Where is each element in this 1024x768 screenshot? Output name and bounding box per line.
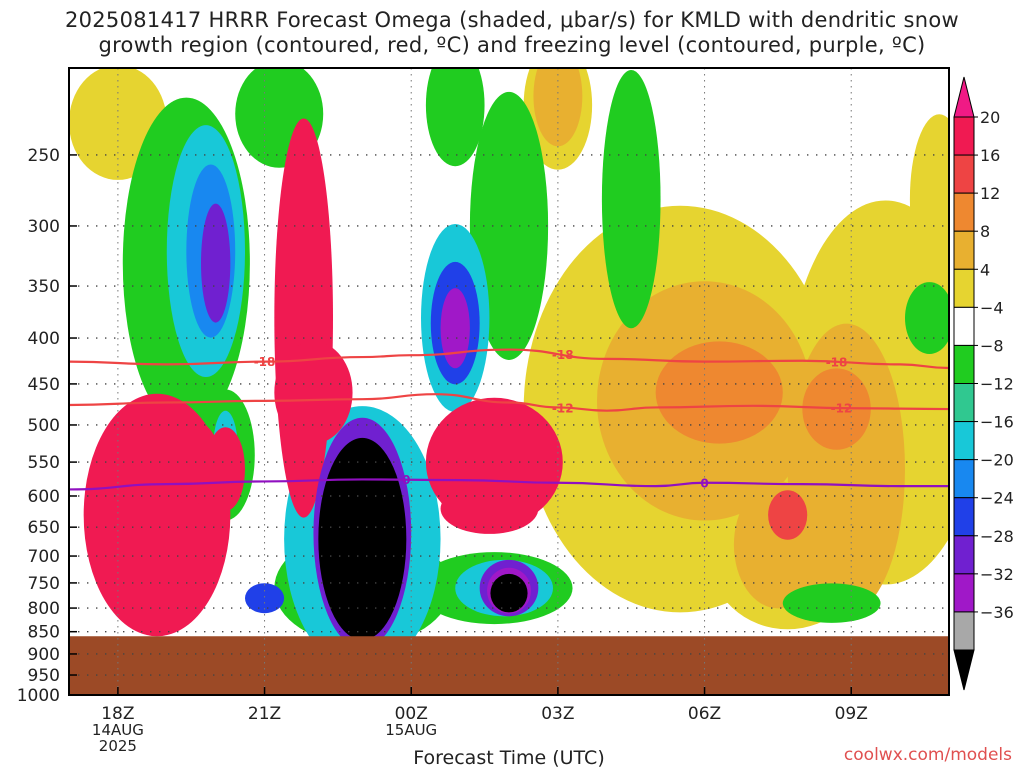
omega-cell: [655, 341, 783, 444]
credit-text: coolwx.com/models: [843, 745, 1012, 765]
colorbar-tick-label: 20: [980, 108, 1000, 127]
y-tick-label: 850: [28, 623, 60, 643]
x-tick-label: 06Z: [688, 704, 721, 724]
contour--18: [68, 348, 950, 370]
colorbar-tick-label: 8: [980, 222, 990, 241]
y-tick-label: 650: [28, 518, 60, 538]
grid-lines: [69, 68, 949, 696]
omega-cell: [318, 437, 407, 641]
colorbar-tick-label: −36: [980, 603, 1014, 622]
y-tick-label: 550: [28, 453, 60, 473]
omega-cell: [909, 114, 949, 284]
omega-colorbar: 20 16 12 8 4 −4 −8 −12 −16 −20 −24 −28 −32 −36: [953, 76, 1014, 691]
plot-frame: [68, 67, 950, 696]
y-tick-label: 600: [28, 487, 60, 507]
colorbar-swatch: [953, 116, 975, 156]
colorbar-tick-label: −16: [980, 413, 1014, 432]
x-axis-label: Forecast Time (UTC): [413, 747, 604, 768]
omega-cell: [440, 483, 539, 534]
x-tick-label: 14AUG: [92, 721, 144, 739]
contour-label: -12: [831, 402, 853, 416]
contour-label: -18: [552, 348, 574, 362]
omega-cell: [205, 427, 245, 512]
colorbar-swatch: [953, 154, 975, 194]
y-tick-label: 900: [28, 645, 60, 665]
omega-cell: [469, 91, 549, 361]
y-axis: 2503003504004505005506006507007508008509…: [17, 146, 77, 706]
colorbar-tick-label: −4: [980, 298, 1004, 317]
ground-shading: [69, 636, 949, 695]
colorbar-swatch: [953, 344, 975, 384]
colorbar-swatch: [953, 230, 975, 270]
y-tick-label: 400: [28, 329, 60, 349]
colorbar-top-arrow: [953, 76, 975, 118]
temperature-contours: -18 -18 -18 -12 -12 0 0: [68, 348, 950, 491]
y-tick-label: 950: [28, 666, 60, 686]
x-tick-label: 18Z: [101, 704, 134, 724]
colorbar-swatch: [953, 192, 975, 232]
colorbar-swatch: [953, 306, 975, 346]
y-tick-label: 250: [28, 146, 60, 166]
y-tick-label: 700: [28, 547, 60, 567]
omega-cell: [782, 583, 881, 623]
contour-label: -18: [826, 356, 848, 370]
colorbar-bottom-arrow: [953, 649, 975, 691]
chart-title-line1: 2025081417 HRRR Forecast Omega (shaded, …: [64, 8, 960, 32]
x-tick-label: 21Z: [248, 704, 281, 724]
omega-cell: [274, 341, 353, 444]
omega-cell: [201, 203, 231, 323]
x-tick-label: 03Z: [541, 704, 574, 724]
chart-title-line2: growth region (contoured, red, ºC) and f…: [98, 33, 926, 57]
x-tick-label: 2025: [99, 737, 137, 755]
omega-cell: [768, 490, 808, 540]
omega-cell: [905, 282, 949, 355]
omega-cell: [490, 573, 528, 613]
colorbar-tick-label: −24: [980, 489, 1014, 508]
y-tick-label: 450: [28, 375, 60, 395]
y-tick-label: 350: [28, 277, 60, 297]
terrain-block: [69, 636, 949, 695]
y-tick-label: 800: [28, 599, 60, 619]
contour-label: 0: [700, 476, 708, 490]
y-tick-label: 300: [28, 217, 60, 237]
colorbar-tick-label: 12: [980, 184, 1000, 203]
x-tick-label: 09Z: [835, 704, 868, 724]
colorbar-tick-label: −28: [980, 527, 1014, 546]
omega-cell: [440, 288, 470, 369]
colorbar-tick-label: 4: [980, 260, 990, 279]
colorbar-swatch: [953, 573, 975, 613]
omega-cell: [274, 118, 333, 518]
x-tick-label: 00Z: [395, 704, 428, 724]
omega-cell: [533, 68, 583, 147]
y-tick-label: 750: [28, 574, 60, 594]
colorbar-tick-label: −20: [980, 451, 1014, 470]
colorbar-swatch: [953, 268, 975, 308]
contour-label: -12: [552, 401, 574, 415]
y-tick-label: 500: [28, 416, 60, 436]
colorbar-swatch: [953, 421, 975, 461]
colorbar-swatch: [953, 611, 975, 651]
x-tick-label: 15AUG: [385, 721, 437, 739]
omega-cell: [244, 583, 285, 614]
colorbar-swatch: [953, 497, 975, 537]
colorbar-tick-label: 16: [980, 146, 1000, 165]
colorbar-swatch: [953, 535, 975, 575]
contour--12: [68, 393, 950, 412]
y-tick-label: 1000: [17, 686, 60, 706]
contour-label: -18: [254, 355, 276, 369]
contour-label: 0: [402, 473, 410, 487]
contour-0: [68, 478, 949, 491]
colorbar-swatch: [953, 459, 975, 499]
omega-cell: [601, 69, 661, 329]
colorbar-tick-label: −8: [980, 336, 1004, 355]
omega-cell: [425, 68, 485, 167]
colorbar-swatch: [953, 383, 975, 423]
colorbar-tick-label: −32: [980, 565, 1014, 584]
omega-field: [69, 68, 949, 672]
colorbar-tick-label: −12: [980, 375, 1014, 394]
